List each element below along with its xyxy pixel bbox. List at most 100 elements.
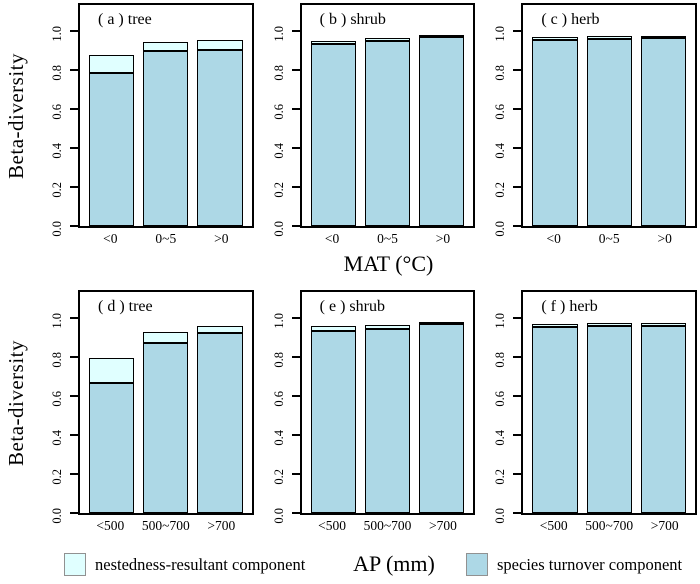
y-tick [291, 317, 300, 319]
y-tick-label: 0.6 [493, 104, 508, 120]
y-tick [513, 225, 522, 227]
y-tick [70, 434, 78, 436]
panel-b: 0.0 0.2 0.4 0.6 0.8 1.0 ( b ) shrub <0 0~5 >0 [254, 3, 476, 252]
plot-column-c: ( c ) herb <0 0~5 >0 [521, 3, 698, 252]
y-tick [70, 147, 78, 149]
bar-c-3-turnover [640, 37, 686, 226]
y-axis-a: 0.0 0.2 0.4 0.6 0.8 1.0 [32, 3, 78, 237]
y-tick-label: 0.4 [271, 430, 286, 446]
x-category-label: <0 [103, 231, 118, 246]
bar-b-3-nestedness [419, 34, 465, 37]
y-tick [513, 434, 522, 436]
y-tick-label: 0.6 [50, 391, 64, 407]
y-axis-d: 0.0 0.2 0.4 0.6 0.8 1.0 [32, 290, 78, 524]
y-tick-label: 0.4 [271, 143, 286, 159]
y-axis-f: 0.0 0.2 0.4 0.6 0.8 1.0 [475, 290, 522, 524]
y-tick [70, 108, 78, 110]
plot-area-d: ( d ) tree [78, 290, 254, 515]
y-tick [513, 317, 522, 319]
y-tick [513, 30, 522, 32]
x-category-label: 0~5 [155, 231, 177, 246]
x-category-label: >0 [214, 231, 229, 246]
y-tick [291, 186, 300, 188]
x-category-label: 500~700 [585, 518, 634, 533]
plot-column-d: ( d ) tree <500 500~700 >700 [78, 290, 254, 539]
panel-label-d: ( d ) tree [98, 298, 153, 315]
y-tick-label: 0.6 [271, 391, 286, 407]
y-tick-label: 0.2 [50, 182, 64, 198]
panel-label-a: ( a ) tree [98, 11, 152, 28]
y-axis-b: 0.0 0.2 0.4 0.6 0.8 1.0 [254, 3, 300, 237]
panel-row-mat: Beta-diversity 0.0 0.2 0.4 0.6 0.8 1.0 ( a ) t… [0, 3, 698, 252]
x-category-label: >0 [657, 231, 672, 246]
y-tick [513, 147, 522, 149]
y-axis-title: Beta-diversity [3, 339, 28, 466]
plot-column-a: ( a ) tree <0 0~5 >0 [78, 3, 254, 252]
x-category-label: <0 [546, 231, 561, 246]
y-tick-label: 0.0 [50, 221, 64, 237]
panel-a: 0.0 0.2 0.4 0.6 0.8 1.0 ( a ) tree <0 0~5 >0 [32, 3, 254, 252]
y-tick [513, 473, 522, 475]
y-tick [291, 434, 300, 436]
x-category-label: 500~700 [141, 518, 190, 533]
panel-c: 0.0 0.2 0.4 0.6 0.8 1.0 ( c ) herb <0 0~5 >0 [475, 3, 698, 252]
y-tick-label: 1.0 [271, 26, 286, 42]
y-tick-label: 0.4 [493, 430, 508, 446]
y-tick-label: 0.0 [50, 508, 64, 524]
y-tick [513, 69, 522, 71]
y-tick [291, 395, 300, 397]
x-category-label: <0 [324, 231, 340, 246]
bar-a-1-turnover [89, 72, 135, 226]
bar-b-2-nestedness [364, 37, 411, 41]
x-axis-title-mat: MAT (°C) [343, 251, 434, 276]
bar-e-2-turnover [364, 328, 411, 513]
y-tick [70, 512, 78, 514]
bar-f-2-nestedness [586, 323, 632, 326]
x-category-label: <500 [539, 518, 568, 533]
x-category-label: 500~700 [363, 518, 412, 533]
y-tick-label: 0.8 [493, 352, 508, 368]
bar-a-2-turnover [143, 50, 189, 226]
y-axis-c: 0.0 0.2 0.4 0.6 0.8 1.0 [475, 3, 522, 237]
bar-b-3-turnover [419, 36, 465, 226]
y-tick [291, 108, 300, 110]
y-tick-label: 0.0 [271, 508, 286, 524]
y-tick [513, 395, 522, 397]
nestedness-swatch-icon [64, 553, 86, 576]
y-tick [70, 186, 78, 188]
y-axis-e: 0.0 0.2 0.4 0.6 0.8 1.0 [254, 290, 300, 524]
bar-d-1-nestedness [89, 357, 135, 384]
y-tick-label: 0.4 [493, 143, 508, 159]
y-tick [70, 395, 78, 397]
bar-e-1-turnover [310, 330, 356, 513]
x-categories-f: <500 500~700 >700 [521, 515, 697, 539]
y-tick [291, 225, 300, 227]
y-tick-label: 0.8 [271, 352, 286, 368]
plot-area-b: ( b ) shrub [299, 3, 476, 228]
panel-label-e: ( e ) shrub [319, 298, 385, 315]
plot-area-f: ( f ) herb [521, 290, 698, 515]
y-tick [513, 512, 522, 514]
x-categories-e: <500 500~700 >700 [300, 515, 476, 539]
x-categories-d: <500 500~700 >700 [78, 515, 254, 539]
bar-a-1-nestedness [89, 55, 135, 73]
y-tick [513, 356, 522, 358]
bar-d-2-turnover [143, 343, 189, 513]
bar-e-3-nestedness [419, 321, 465, 324]
bar-b-1-turnover [310, 43, 356, 226]
bar-a-2-nestedness [143, 41, 189, 51]
plot-area-c: ( c ) herb [521, 3, 698, 228]
panel-e: 0.0 0.2 0.4 0.6 0.8 1.0 ( e ) shrub <500 500~700… [254, 290, 476, 539]
y-tick-label: 0.4 [50, 430, 64, 446]
y-tick-label: 0.6 [271, 104, 286, 120]
y-tick-label: 0.6 [493, 391, 508, 407]
bar-c-2-nestedness [586, 36, 632, 39]
x-category-label: <500 [96, 518, 125, 533]
y-tick [70, 225, 78, 227]
bar-d-2-nestedness [143, 331, 189, 344]
x-axis-title-ap: AP (mm) [353, 551, 435, 576]
y-tick [70, 30, 78, 32]
y-axis-title: Beta-diversity [3, 52, 28, 179]
panel-label-b: ( b ) shrub [319, 11, 386, 28]
